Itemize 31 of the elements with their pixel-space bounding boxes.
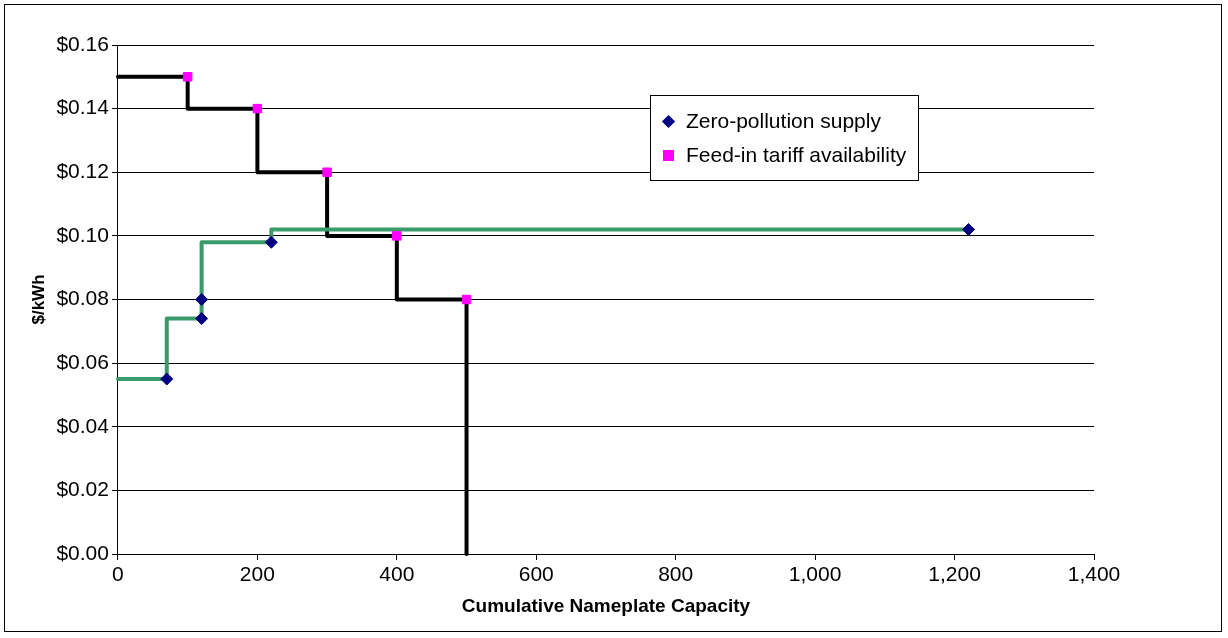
y-tick-label: $0.14 <box>56 95 110 119</box>
point <box>160 372 174 386</box>
legend-label: Feed-in tariff availability <box>686 142 907 168</box>
x-tick-label: 0 <box>112 562 124 586</box>
point <box>392 231 402 241</box>
y-tick-label: $0.00 <box>56 540 109 564</box>
y-axis-title: $/kWh <box>28 274 48 325</box>
point <box>182 72 193 82</box>
point <box>264 235 278 249</box>
point <box>195 312 209 326</box>
legend-label: Zero-pollution supply <box>686 108 881 134</box>
x-tick-label: 1,200 <box>928 562 981 586</box>
x-tick-label: 800 <box>658 562 694 586</box>
y-tick-label: $0.12 <box>56 159 109 183</box>
x-tick-label: 400 <box>379 562 415 586</box>
x-tick-label: 1,400 <box>1067 562 1121 586</box>
y-tick-label: $0.10 <box>56 222 109 246</box>
point <box>252 103 263 114</box>
point <box>322 167 332 177</box>
y-tick-label: $0.16 <box>56 31 109 55</box>
y-tick-label: $0.06 <box>56 349 109 373</box>
x-tick-label: 600 <box>518 562 554 586</box>
y-tick-label: $0.02 <box>56 477 109 501</box>
x-tick-label: 200 <box>239 562 275 586</box>
x-tick-label: 1,000 <box>788 562 842 586</box>
point <box>962 223 976 237</box>
y-tick-label: $0.08 <box>56 286 109 310</box>
point <box>195 293 209 306</box>
x-axis-title: Cumulative Nameplate Capacity <box>461 594 751 616</box>
point <box>461 294 472 305</box>
y-tick-label: $0.04 <box>56 413 110 437</box>
